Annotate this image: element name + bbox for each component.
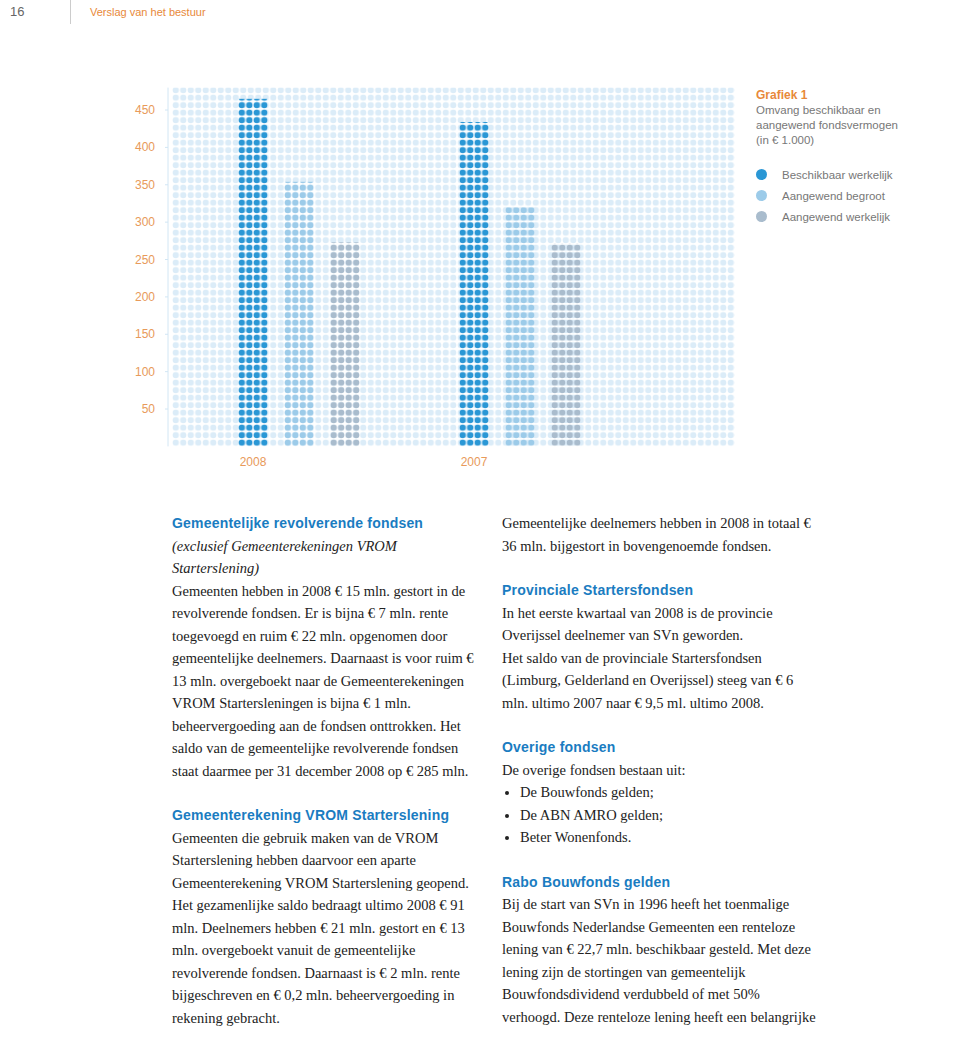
x-tick-label: 2008 [240,455,267,469]
bullet-item: De Bouwfonds gelden; [520,781,820,804]
bar [459,122,489,446]
text-column: Gemeentelijke revolverende fondsen(exclu… [172,512,484,1050]
paragraph: Gemeenten die gebruik maken van de VROM … [172,827,484,1030]
bar [330,242,360,446]
y-tick-label: 250 [135,253,155,267]
y-tick [165,147,168,148]
legend-entry: Aangewend begroot [756,189,906,210]
legend-entry: Aangewend werkelijk [756,210,906,231]
legend-label: Beschikbaar werkelijk [782,169,893,181]
legend-entry: Beschikbaar werkelijk [756,168,906,189]
bullet-list: De Bouwfonds gelden;De ABN AMRO gelden;B… [502,781,820,849]
page-number: 16 [10,4,24,19]
paragraph: Gemeentelijke deelnemers hebben in 2008 … [502,512,820,557]
y-tick [165,259,168,260]
y-tick-label: 150 [135,327,155,341]
legend-label: Aangewend werkelijk [782,211,890,223]
y-tick [165,371,168,372]
text-block: Gemeentelijke revolverende fondsen(exclu… [172,512,484,782]
text-block: Provinciale StartersfondsenIn het eerste… [502,579,820,714]
bar [505,207,535,446]
y-tick [165,184,168,185]
y-tick [165,409,168,410]
text-block: Gemeentelijke deelnemers hebben in 2008 … [502,512,820,557]
paragraph: Bij de start van SVn in 1996 heeft het t… [502,893,820,1028]
paragraph: Gemeenten hebben in 2008 € 15 mln. gesto… [172,580,484,783]
y-tick [165,296,168,297]
header-separator [70,0,71,24]
bullet-item: Beter Wonenfonds. [520,826,820,849]
text-column: Gemeentelijke deelnemers hebben in 2008 … [502,512,820,1050]
y-tick-label: 350 [135,178,155,192]
chart: 50 100 150 200 250 300 350 400 450 2008 2007 [0,0,960,480]
y-tick-label: 400 [135,140,155,154]
chart-title: Grafiek 1 [756,88,906,103]
paragraph: De overige fondsen bestaan uit: [502,759,820,782]
y-axis-line [168,88,169,447]
page: 16 Verslag van het bestuur 50 100 150 200 250 3… [0,0,960,1050]
text-block: Rabo Bouwfonds geldenBij de start van SV… [502,871,820,1029]
chart-subtitle: Omvang beschikbaar en aangewend fondsver… [756,103,906,148]
y-tick-label: 100 [135,365,155,379]
y-tick-label: 300 [135,215,155,229]
text-block: Gemeenterekening VROM StartersleningGeme… [172,804,484,1029]
plot-background [172,88,735,447]
heading: Rabo Bouwfonds gelden [502,871,820,894]
legend-swatch [756,169,767,180]
legend-label: Aangewend begroot [782,190,885,202]
legend-swatch [756,190,767,201]
heading-note: (exclusief Gemeenterekeningen VROM Start… [172,535,484,580]
bullet-item: De ABN AMRO gelden; [520,804,820,827]
y-tick [165,110,168,111]
bar [284,182,314,447]
text-block: Overige fondsenDe overige fondsen bestaa… [502,736,820,849]
y-tick [165,334,168,335]
heading: Gemeenterekening VROM Starterslening [172,804,484,827]
legend-swatch [756,211,767,222]
heading: Provinciale Startersfondsen [502,579,820,602]
y-tick-label: 450 [135,103,155,117]
section-title: Verslag van het bestuur [90,6,206,18]
y-tick-label: 200 [135,290,155,304]
y-tick-label: 50 [142,402,156,416]
bars [238,99,581,447]
legend: Grafiek 1Omvang beschikbaar en aangewend… [756,88,906,231]
paragraph: Het saldo van de provinciale Startersfon… [502,647,820,715]
heading: Gemeentelijke revolverende fondsen [172,512,484,535]
y-tick [165,222,168,223]
paragraph: In het eerste kwartaal van 2008 is de pr… [502,602,820,647]
x-tick-label: 2007 [461,455,488,469]
bar [551,243,581,446]
bar [238,99,268,447]
legend-list: Beschikbaar werkelijk Aangewend begroot Aa… [756,168,906,231]
heading: Overige fondsen [502,736,820,759]
